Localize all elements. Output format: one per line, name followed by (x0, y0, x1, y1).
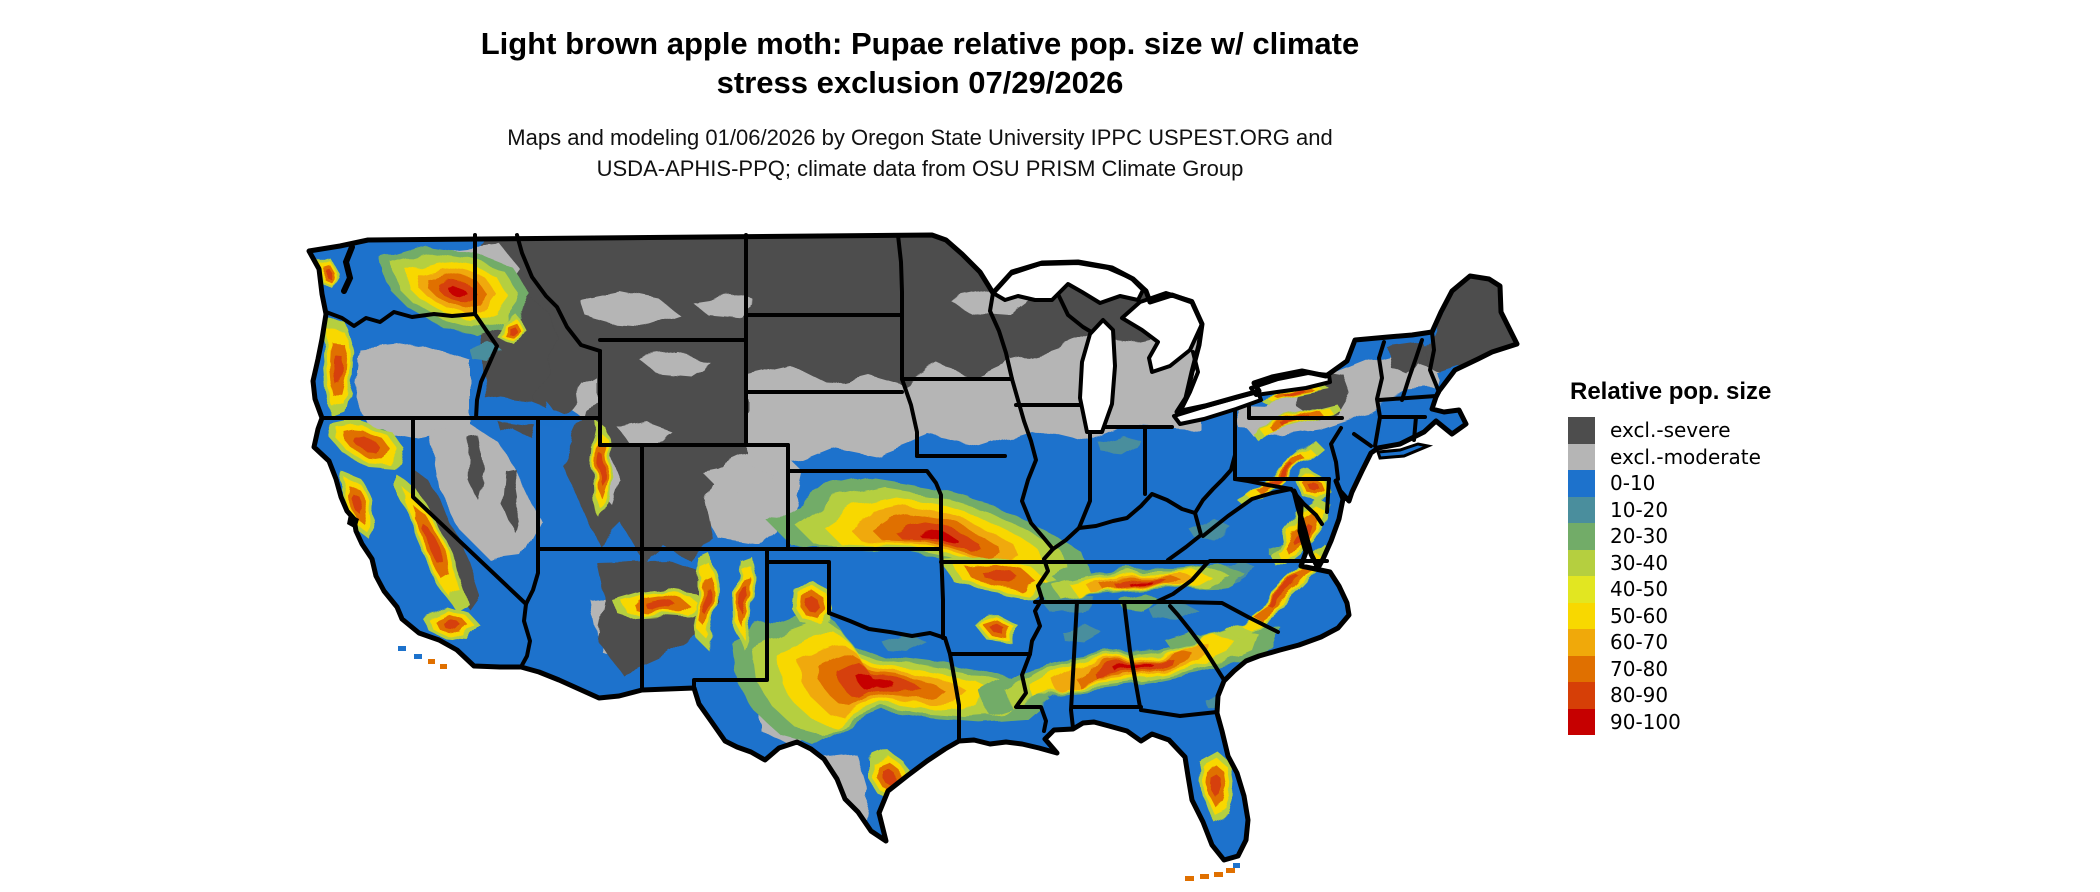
legend-label: excl.-severe (1610, 418, 1731, 442)
legend-item: 20-30 (1568, 523, 1771, 550)
legend-item: 30-40 (1568, 549, 1771, 576)
legend-item: 0-10 (1568, 470, 1771, 497)
legend-label: excl.-moderate (1610, 444, 1761, 469)
state-borders (320, 233, 1441, 743)
legend-label: 30-40 (1610, 550, 1669, 575)
page-title: Light brown apple moth: Pupae relative p… (250, 24, 1590, 102)
legend-swatch (1568, 417, 1595, 444)
legend-swatch (1568, 443, 1595, 470)
title-line-1: Light brown apple moth: Pupae relative p… (480, 26, 1360, 61)
legend-label: 40-50 (1610, 577, 1669, 601)
legend-label: 70-80 (1610, 656, 1669, 681)
legend-label: 80-90 (1610, 683, 1669, 707)
legend-swatch (1568, 708, 1595, 735)
legend-swatch (1568, 496, 1595, 523)
legend-rows: excl.-severe excl.-moderate 0-10 10-20 20-30… (1568, 417, 1771, 735)
legend-label: 60-70 (1610, 630, 1669, 654)
sf-bay (347, 514, 359, 529)
legend-label: 0-10 (1610, 471, 1656, 495)
map-layers (306, 232, 1520, 881)
puget-sound-inlet (341, 244, 355, 294)
legend-swatch (1568, 682, 1595, 709)
subtitle-line-2: USDA-APHIS-PPQ; climate data from OSU PR… (596, 156, 1244, 181)
legend-title: Relative pop. size (1570, 378, 1772, 405)
great-lakes (991, 261, 1332, 434)
legend-label: 10-20 (1610, 497, 1669, 522)
long-island (1375, 442, 1434, 460)
legend-item: excl.-moderate (1568, 443, 1771, 470)
legend-item: 90-100 (1568, 708, 1771, 735)
subtitle-line-1: Maps and modeling 01/06/2026 by Oregon S… (507, 125, 1333, 150)
legend-swatch (1568, 576, 1595, 603)
legend-swatch (1568, 629, 1595, 656)
legend-item: 80-90 (1568, 682, 1771, 709)
subtitle: Maps and modeling 01/06/2026 by Oregon S… (250, 122, 1590, 184)
legend-swatch (1568, 602, 1595, 629)
legend-swatch (1568, 655, 1595, 682)
national-outline (306, 232, 1520, 863)
legend-item: 10-20 (1568, 496, 1771, 523)
legend-swatch (1568, 470, 1595, 497)
title-line-2: stress exclusion 07/29/2026 (716, 65, 1124, 100)
legend-label: 20-30 (1610, 524, 1669, 548)
legend-label: 50-60 (1610, 603, 1669, 628)
legend-item: 40-50 (1568, 576, 1771, 603)
legend-swatch (1568, 523, 1595, 550)
legend-item: 60-70 (1568, 629, 1771, 656)
legend-swatch (1568, 549, 1595, 576)
legend-label: 90-100 (1610, 709, 1681, 734)
island-specks (398, 646, 1240, 881)
legend-item: 50-60 (1568, 602, 1771, 629)
legend: Relative pop. size excl.-severe excl.-mod… (1568, 378, 1771, 735)
legend-item: excl.-severe (1568, 417, 1771, 444)
legend-item: 70-80 (1568, 655, 1771, 682)
